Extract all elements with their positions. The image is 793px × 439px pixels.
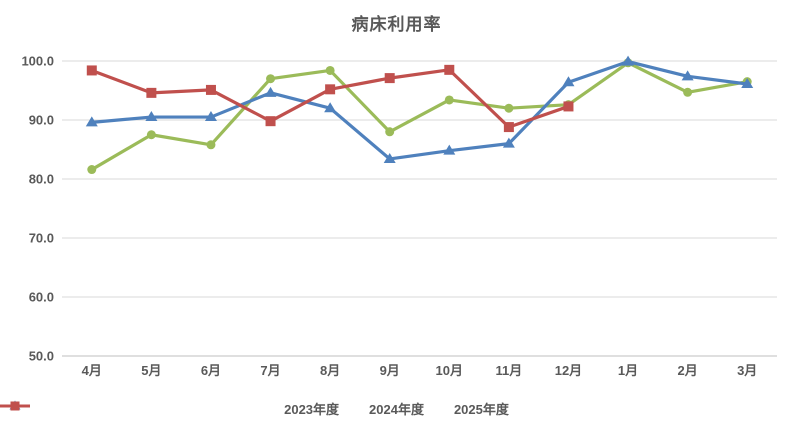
x-tick-label-8月: 8月: [320, 363, 340, 378]
data-point-2025年度-6月: [205, 84, 216, 95]
data-point-2024年度-11月: [502, 137, 515, 148]
data-point-2024年度-2月: [681, 70, 694, 81]
y-tick-label: 60.0: [29, 290, 54, 305]
y-tick-label: 70.0: [29, 231, 54, 246]
x-tick-label-12月: 12月: [555, 363, 582, 378]
y-tick-label: 90.0: [29, 113, 54, 128]
x-tick-label-9月: 9月: [380, 363, 400, 378]
legend-item-2024年度: 2024年度: [0, 399, 424, 418]
data-point-2023年度-7月: [266, 74, 276, 84]
y-tick-label: 80.0: [29, 172, 54, 187]
data-point-2023年度-2月: [683, 87, 693, 97]
data-point-2024年度-10月: [443, 144, 456, 155]
data-point-2025年度-9月: [384, 73, 395, 84]
y-tick-label: 50.0: [29, 349, 54, 364]
data-point-2023年度-10月: [444, 95, 454, 105]
series-line-2023年度: [90, 61, 749, 172]
legend-item-2025年度: 2025年度: [0, 399, 509, 418]
data-point-2024年度-1月: [622, 55, 635, 66]
data-point-2025年度-8月: [325, 84, 336, 95]
data-point-2024年度-12月: [562, 76, 575, 87]
legend-marker-square-icon: [0, 401, 30, 411]
series-2024年度: [85, 55, 754, 163]
data-point-2024年度-4月: [85, 116, 98, 127]
legend-item-2023年度: 2023年度: [0, 399, 340, 418]
x-tick-label-6月: 6月: [201, 363, 221, 378]
x-tick-label-7月: 7月: [260, 363, 280, 378]
x-tick-label-3月: 3月: [737, 363, 757, 378]
legend-label: 2025年度: [453, 402, 509, 417]
y-tick-label: 100.0: [21, 54, 54, 69]
data-point-2023年度-5月: [146, 130, 156, 140]
data-point-2023年度-8月: [325, 65, 335, 75]
series-line-2024年度: [90, 59, 749, 161]
data-point-2024年度-8月: [324, 102, 337, 113]
data-point-2024年度-7月: [264, 86, 277, 97]
chart-legend: 2023年度 2024年度 2025年度: [0, 399, 793, 418]
data-point-2024年度-6月: [204, 111, 217, 122]
data-point-2023年度-11月: [504, 103, 514, 113]
x-tick-label-5月: 5月: [141, 363, 161, 378]
data-point-2023年度-6月: [206, 140, 216, 150]
series-2025年度: [86, 64, 574, 133]
data-point-2023年度-9月: [385, 127, 395, 137]
x-tick-label-2月: 2月: [678, 363, 698, 378]
data-point-2025年度-4月: [86, 65, 97, 76]
data-point-2025年度-11月: [503, 122, 514, 133]
legend-label: 2023年度: [284, 402, 340, 417]
x-tick-label-10月: 10月: [436, 363, 463, 378]
data-point-2025年度-10月: [444, 64, 455, 75]
x-tick-label-1月: 1月: [618, 363, 638, 378]
data-point-2024年度-5月: [145, 111, 158, 122]
data-point-2025年度-12月: [563, 101, 574, 112]
chart-title: 病床利用率: [351, 15, 442, 34]
x-tick-label-11月: 11月: [496, 363, 523, 378]
legend-label: 2024年度: [369, 402, 424, 417]
data-point-2023年度-4月: [87, 165, 97, 175]
x-tick-label-4月: 4月: [82, 363, 102, 378]
data-point-2024年度-9月: [383, 152, 396, 163]
data-point-2024年度-3月: [741, 78, 754, 89]
data-point-2025年度-7月: [265, 116, 276, 127]
data-point-2025年度-5月: [146, 87, 157, 98]
